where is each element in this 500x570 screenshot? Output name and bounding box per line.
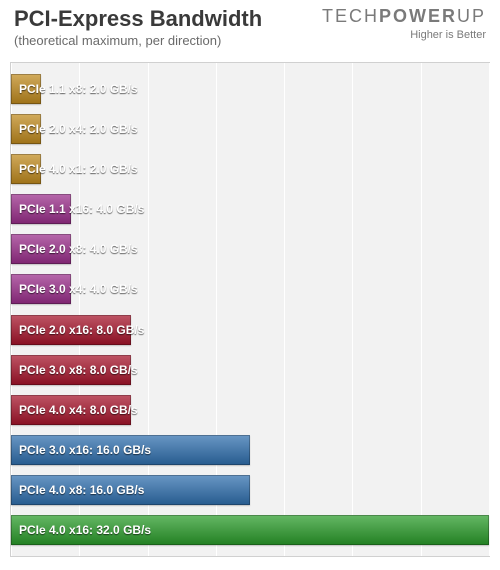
bar [11,515,489,545]
header-right: TECHPOWERUP Higher is Better [322,6,486,41]
bar [11,154,41,184]
bar-row: PCIe 1.1 x8: 2.0 GB/s [11,74,489,104]
brand-logo: TECHPOWERUP [322,6,486,27]
bar [11,315,131,345]
bar-row: PCIe 4.0 x16: 32.0 GB/s [11,515,489,545]
brand-part-1: TECH [322,6,379,26]
bar-row: PCIe 4.0 x1: 2.0 GB/s [11,154,489,184]
plot-area: PCIe 1.1 x8: 2.0 GB/s PCIe 2.0 x4: 2.0 GB… [10,62,490,557]
bar-row: PCIe 2.0 x16: 8.0 GB/s [11,315,489,345]
bar [11,114,41,144]
gridline [489,63,490,556]
bar-row: PCIe 4.0 x8: 16.0 GB/s [11,475,489,505]
bar [11,355,131,385]
chart-subtitle: (theoretical maximum, per direction) [14,33,262,48]
header-left: PCI-Express Bandwidth (theoretical maxim… [14,6,262,48]
bar-row: PCIe 2.0 x8: 4.0 GB/s [11,234,489,264]
bar [11,475,250,505]
pcie-bandwidth-chart: PCI-Express Bandwidth (theoretical maxim… [0,0,500,570]
bar [11,234,71,264]
bar-row: PCIe 2.0 x4: 2.0 GB/s [11,114,489,144]
bar-row: PCIe 3.0 x8: 8.0 GB/s [11,355,489,385]
chart-title: PCI-Express Bandwidth [14,6,262,32]
bar [11,74,41,104]
bar-row: PCIe 4.0 x4: 8.0 GB/s [11,395,489,425]
bar [11,274,71,304]
brand-part-2: POWER [379,6,457,26]
bar [11,194,71,224]
higher-is-better-label: Higher is Better [410,29,486,41]
bar [11,435,250,465]
bars-container: PCIe 1.1 x8: 2.0 GB/s PCIe 2.0 x4: 2.0 GB… [11,63,489,556]
brand-part-3: UP [457,6,486,26]
bar [11,395,131,425]
chart-header: PCI-Express Bandwidth (theoretical maxim… [0,0,500,60]
bar-row: PCIe 3.0 x16: 16.0 GB/s [11,435,489,465]
bar-row: PCIe 1.1 x16: 4.0 GB/s [11,194,489,224]
bar-row: PCIe 3.0 x4: 4.0 GB/s [11,274,489,304]
